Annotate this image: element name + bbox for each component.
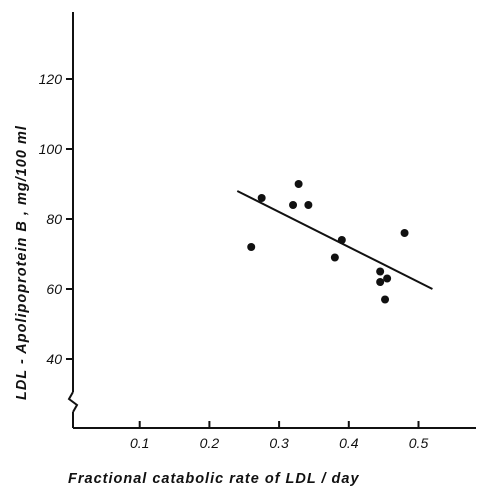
data-point <box>376 278 385 286</box>
x-tick-label-0.4: 0.4 <box>339 435 359 451</box>
y-tick-label-40: 40 <box>46 351 62 367</box>
y-tick-label-60: 60 <box>46 281 62 297</box>
data-point <box>381 295 390 304</box>
regression-line <box>236 190 433 290</box>
data-point <box>400 229 409 237</box>
tick-labels: 40 60 80 100 120 0.1 0.2 0.3 0.4 0.5 <box>39 71 429 451</box>
y-axis-break <box>67 391 79 413</box>
ticks <box>66 78 420 428</box>
data-point <box>383 274 392 283</box>
y-axis-label: LDL - Apolipoprotein B , mg/100 ml <box>14 125 30 400</box>
data-point <box>376 267 385 276</box>
regression-line-group <box>236 190 433 290</box>
data-point <box>247 243 256 251</box>
data-point <box>289 201 298 209</box>
x-axis-label: Fractional catabolic rate of LDL / day <box>68 471 360 486</box>
data-point <box>294 180 303 188</box>
x-tick-label-0.3: 0.3 <box>269 435 289 451</box>
y-tick-label-100: 100 <box>39 141 63 157</box>
data-point <box>337 236 346 244</box>
y-tick-label-120: 120 <box>39 71 63 87</box>
data-point <box>304 201 313 209</box>
data-points <box>247 180 409 304</box>
x-tick-label-0.1: 0.1 <box>130 435 149 451</box>
axes <box>67 12 476 429</box>
x-tick-label-0.2: 0.2 <box>200 435 220 451</box>
data-point <box>330 253 339 262</box>
x-tick-label-0.5: 0.5 <box>409 435 429 451</box>
y-tick-label-80: 80 <box>46 211 62 227</box>
data-point <box>257 194 266 202</box>
